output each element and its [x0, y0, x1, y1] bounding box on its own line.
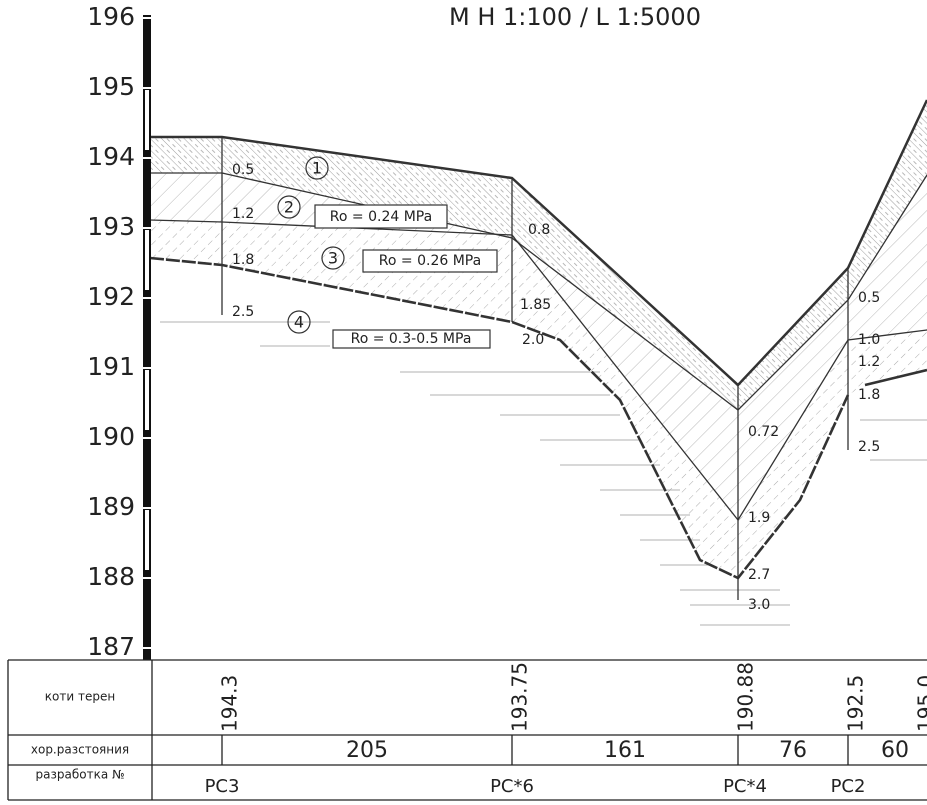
- elevation: 194.3: [218, 675, 242, 732]
- axis-label: 192: [87, 282, 135, 311]
- depth-label: 0.8: [528, 222, 550, 238]
- borehole-name: PC3: [205, 776, 240, 797]
- borehole-name: PC*6: [490, 776, 534, 797]
- depth-label: 2.5: [858, 439, 880, 455]
- boreholes: [221, 137, 849, 600]
- layer-2: [150, 173, 927, 520]
- axis-label: 196: [87, 2, 135, 31]
- layer-number: 4: [294, 313, 304, 332]
- elevation: 193.75: [508, 662, 532, 732]
- resistance-label: Ro = 0.3-0.5 MPa: [351, 331, 472, 347]
- distance: 60: [881, 738, 909, 763]
- axis-label: 188: [87, 562, 135, 591]
- layer-number: 2: [284, 198, 294, 217]
- table-grid: [7, 659, 927, 801]
- distance: 76: [779, 738, 807, 763]
- depth-label: 2.5: [232, 304, 254, 320]
- elevation: 192.5: [844, 675, 868, 732]
- elevation: 195.0: [914, 675, 927, 732]
- axis-bar-gaps: [145, 90, 149, 570]
- depth-label: 0.72: [748, 424, 779, 440]
- axis-label: 195: [87, 72, 135, 101]
- boundary-1: [150, 172, 927, 411]
- axis-label: 193: [87, 212, 135, 241]
- depth-label: 0.5: [232, 162, 254, 178]
- row-header: разработка №: [36, 768, 125, 782]
- elevation: 190.88: [734, 662, 758, 732]
- layer-1: [150, 100, 927, 410]
- row-header: хор.разстояния: [31, 743, 129, 757]
- layer-markers: [277, 156, 498, 349]
- depth-label: 1.8: [858, 387, 880, 403]
- layer-number: 1: [312, 159, 322, 178]
- axis-label: 187: [87, 632, 135, 661]
- layer-3: [150, 220, 927, 578]
- depth-label: 2.7: [748, 567, 770, 583]
- resistance-label: Ro = 0.26 MPa: [379, 253, 481, 269]
- layer-number: 3: [328, 249, 338, 268]
- borehole-name: PC2: [831, 776, 866, 797]
- axis-label: 190: [87, 422, 135, 451]
- depth-label: 1.85: [520, 297, 551, 313]
- title: M H 1:100 / L 1:5000: [449, 3, 701, 31]
- resistance-label: Ro = 0.24 MPa: [330, 209, 432, 225]
- depth-label: 3.0: [748, 597, 770, 613]
- distance: 161: [604, 738, 646, 763]
- boundary-2: [149, 219, 927, 522]
- boundary-3-right: [864, 368, 927, 387]
- axis-bar: [143, 15, 151, 660]
- axis-label: 194: [87, 142, 135, 171]
- borehole-name: PC*4: [723, 776, 767, 797]
- depth-label: 1.0: [858, 332, 880, 348]
- depth-label: 1.2: [232, 206, 254, 222]
- ground-line: [150, 99, 927, 387]
- depth-label: 0.5: [858, 290, 880, 306]
- axis-label: 189: [87, 492, 135, 521]
- row-header: коти терен: [45, 690, 115, 704]
- axis-label: 191: [87, 352, 135, 381]
- depth-label: 2.0: [522, 332, 544, 348]
- depth-label: 1.2: [858, 354, 880, 370]
- boundary-3: [149, 256, 850, 580]
- depth-label: 1.9: [748, 510, 770, 526]
- depth-label: 1.8: [232, 252, 254, 268]
- distance: 205: [346, 738, 388, 763]
